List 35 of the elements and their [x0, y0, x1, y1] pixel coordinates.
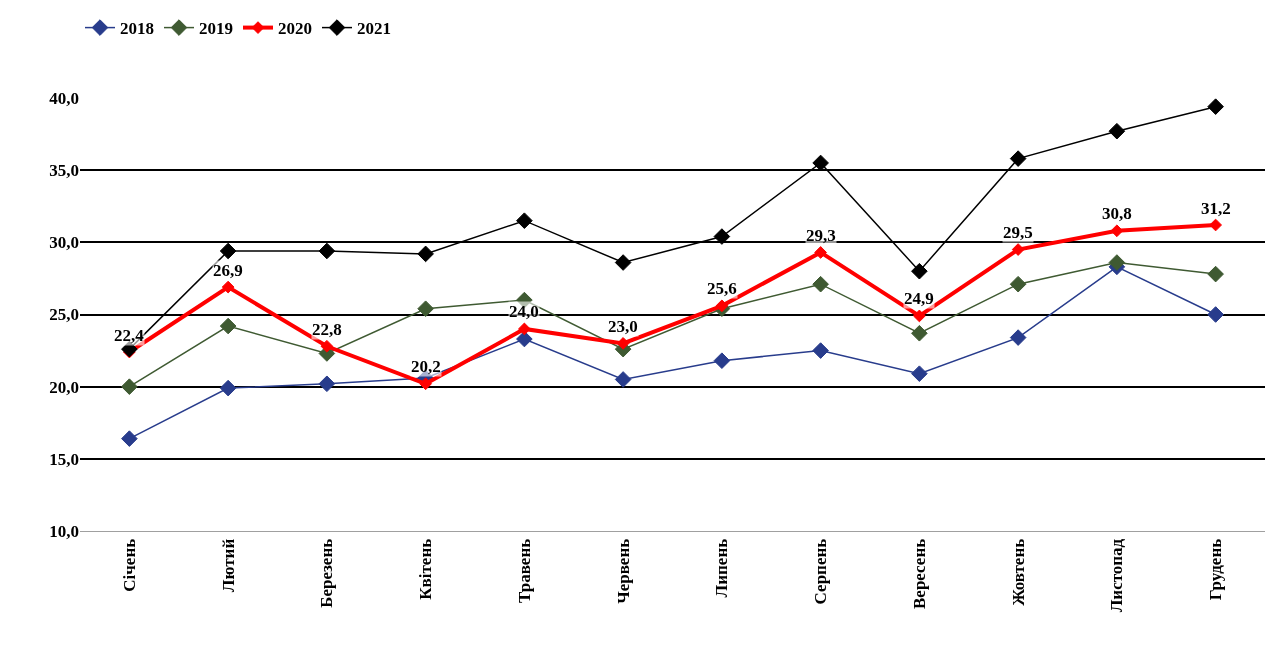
y-tick-label: 25,0 — [49, 305, 79, 325]
data-label: 26,9 — [213, 261, 243, 280]
data-label: 23,0 — [608, 317, 638, 336]
legend-label: 2018 — [120, 19, 154, 39]
x-tick-label: Квітень — [416, 538, 436, 600]
y-tick-label: 15,0 — [49, 449, 79, 469]
x-tick-label: Серпень — [811, 538, 831, 605]
data-label: 31,2 — [1201, 199, 1231, 218]
data-label: 24,0 — [509, 302, 539, 321]
x-tick-label: Вересень — [909, 538, 929, 609]
x-tick-label: Липень — [712, 538, 732, 598]
data-label: 22,4 — [114, 326, 145, 345]
data-label: 30,8 — [1102, 204, 1132, 223]
y-tick-label: 30,0 — [49, 233, 79, 253]
y-tick-label: 10,0 — [49, 521, 79, 541]
x-tick-label: Жовтень — [1008, 538, 1028, 606]
data-label: 20,2 — [411, 357, 441, 376]
x-tick-label: Березень — [317, 538, 337, 608]
y-tick-label: 35,0 — [49, 161, 79, 181]
x-tick-label: Червень — [613, 538, 633, 604]
x-tick-label: Листопад — [1107, 538, 1127, 613]
x-tick-label: Грудень — [1206, 538, 1226, 601]
x-tick-label: Травень — [514, 538, 534, 603]
legend-label: 2021 — [357, 19, 391, 39]
data-label: 22,8 — [312, 320, 342, 339]
data-label: 25,6 — [707, 279, 737, 298]
data-label: 29,3 — [806, 226, 836, 245]
y-tick-label: 20,0 — [49, 377, 79, 397]
x-tick-label: Січень — [119, 538, 139, 592]
legend-label: 2020 — [278, 19, 312, 39]
data-label: 24,9 — [904, 289, 934, 308]
legend-label: 2019 — [199, 19, 233, 39]
x-tick-label: Лютий — [218, 538, 238, 593]
y-tick-label: 40,0 — [49, 88, 79, 108]
data-label: 29,5 — [1003, 223, 1033, 242]
